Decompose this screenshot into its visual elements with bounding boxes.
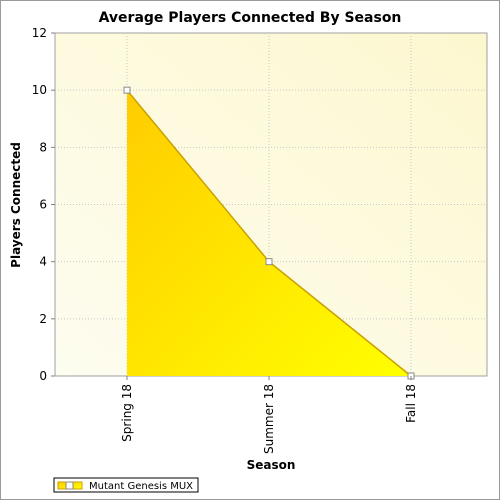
x-tick-label: Spring 18 [120, 384, 134, 442]
y-tick-label: 12 [32, 26, 47, 40]
y-axis: 0 2 4 6 8 10 12 [32, 26, 55, 383]
data-point [123, 86, 131, 94]
x-axis: Spring 18 Summer 18 Fall 18 [120, 376, 418, 454]
x-tick-label: Summer 18 [262, 384, 276, 454]
legend-label: Mutant Genesis MUX [89, 481, 193, 492]
y-tick-label: 10 [32, 83, 47, 97]
x-tick-label: Fall 18 [404, 384, 418, 423]
legend-box [53, 477, 199, 493]
legend-swatch [57, 481, 83, 490]
y-axis-title: Players Connected [9, 142, 23, 268]
x-axis-title: Season [247, 458, 296, 472]
y-tick-label: 4 [39, 255, 47, 269]
y-tick-label: 6 [39, 198, 47, 212]
y-tick-label: 2 [39, 312, 47, 326]
legend: Mutant Genesis MUX [53, 477, 199, 493]
chart-title: Average Players Connected By Season [99, 10, 402, 26]
data-point [265, 258, 273, 266]
y-tick-label: 0 [39, 369, 47, 383]
y-tick-label: 8 [39, 140, 47, 154]
area-fill [127, 90, 411, 377]
